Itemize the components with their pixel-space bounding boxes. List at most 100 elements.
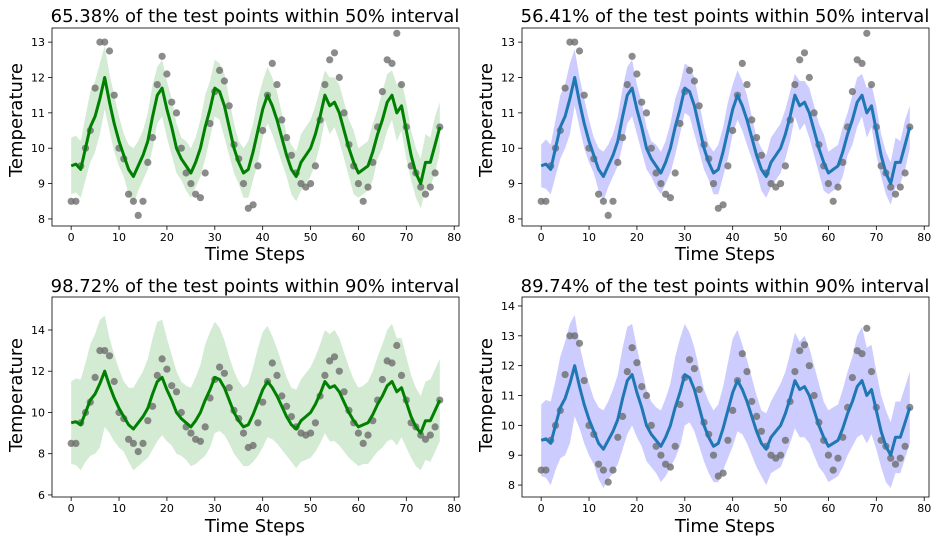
prediction-interval-band xyxy=(541,314,910,488)
x-tick-label: 0 xyxy=(68,502,75,515)
x-tick-label: 40 xyxy=(726,231,740,244)
test-point xyxy=(335,367,343,375)
test-point xyxy=(781,162,790,170)
plot-area xyxy=(67,315,444,471)
test-point xyxy=(619,412,627,420)
test-point xyxy=(595,190,603,198)
test-point xyxy=(125,435,133,443)
test-point xyxy=(887,183,895,191)
test-point xyxy=(354,429,362,437)
test-point xyxy=(249,441,257,450)
test-point xyxy=(891,460,900,468)
x-tick-label: 10 xyxy=(582,502,596,515)
test-point xyxy=(604,211,612,219)
x-tick-label: 80 xyxy=(447,231,461,244)
test-point xyxy=(642,109,651,117)
x-tick-label: 30 xyxy=(208,502,222,515)
test-point xyxy=(757,151,766,159)
panel-bottom-right: 89.74% of the test points within 90% int… xyxy=(476,276,931,537)
y-tick-label: 9 xyxy=(38,178,45,191)
test-point xyxy=(695,385,703,394)
test-point xyxy=(580,91,588,99)
test-point xyxy=(638,383,646,391)
x-tick-label: 80 xyxy=(917,231,931,244)
test-point xyxy=(397,371,406,379)
test-point xyxy=(359,439,367,447)
axes-frame xyxy=(51,296,460,498)
y-axis-label: Temperature xyxy=(476,63,497,178)
test-point xyxy=(671,169,679,177)
test-point xyxy=(144,417,152,425)
test-point xyxy=(259,398,267,406)
test-point xyxy=(561,84,569,92)
test-point xyxy=(426,183,434,191)
test-point xyxy=(686,66,694,74)
test-point xyxy=(858,350,866,358)
test-point xyxy=(671,442,679,450)
test-point xyxy=(599,466,608,474)
x-tick-label: 70 xyxy=(399,502,413,515)
test-point xyxy=(326,56,334,64)
test-point xyxy=(748,116,756,124)
x-tick-label: 60 xyxy=(821,502,835,515)
plot-area xyxy=(67,29,444,219)
test-point xyxy=(149,134,157,142)
test-point xyxy=(633,70,641,78)
test-point xyxy=(753,412,761,420)
test-point xyxy=(695,102,703,110)
x-tick-label: 60 xyxy=(821,231,835,244)
x-tick-label: 50 xyxy=(304,231,318,244)
test-point xyxy=(633,359,641,367)
y-tick-label: 9 xyxy=(508,449,515,462)
test-point xyxy=(340,388,348,396)
y-tick-label: 10 xyxy=(501,142,515,155)
test-point xyxy=(824,451,833,459)
test-point xyxy=(609,466,617,474)
test-point xyxy=(834,183,842,191)
test-point xyxy=(896,183,904,191)
test-point xyxy=(273,371,281,379)
test-point xyxy=(168,382,176,390)
test-point xyxy=(657,180,665,188)
test-point xyxy=(378,88,386,96)
prediction-interval-band xyxy=(71,315,440,471)
x-tick-label: 60 xyxy=(351,231,365,244)
test-point xyxy=(153,371,161,379)
x-tick-label: 20 xyxy=(160,231,174,244)
x-tick-label: 10 xyxy=(582,231,596,244)
test-point xyxy=(359,197,367,205)
x-tick-label: 20 xyxy=(630,502,644,515)
test-point xyxy=(757,427,766,435)
test-point xyxy=(163,70,171,78)
plot-area xyxy=(537,314,914,488)
panel-title: 65.38% of the test points within 50% int… xyxy=(51,6,460,27)
prediction-interval-band xyxy=(541,49,910,205)
mean-prediction-line xyxy=(540,364,912,457)
y-tick-label: 12 xyxy=(501,360,515,373)
test-point xyxy=(129,439,137,447)
test-point xyxy=(249,201,257,209)
test-point xyxy=(287,151,295,159)
y-tick-label: 12 xyxy=(31,72,45,85)
y-tick-label: 10 xyxy=(31,142,45,155)
test-point xyxy=(225,102,233,110)
test-point xyxy=(187,180,195,188)
test-point xyxy=(421,190,430,198)
test-point xyxy=(599,197,608,205)
test-point xyxy=(72,439,80,447)
x-tick-label: 70 xyxy=(869,231,883,244)
test-point xyxy=(777,180,785,188)
test-point xyxy=(657,451,665,459)
test-point xyxy=(800,341,809,349)
test-point xyxy=(676,119,684,128)
test-point xyxy=(901,442,909,450)
test-point xyxy=(388,359,396,367)
test-point xyxy=(134,448,142,456)
test-point xyxy=(709,451,718,459)
test-point xyxy=(340,109,348,117)
test-point xyxy=(729,126,737,135)
test-point xyxy=(307,429,315,437)
test-point xyxy=(642,391,651,400)
plot-area xyxy=(537,29,914,219)
